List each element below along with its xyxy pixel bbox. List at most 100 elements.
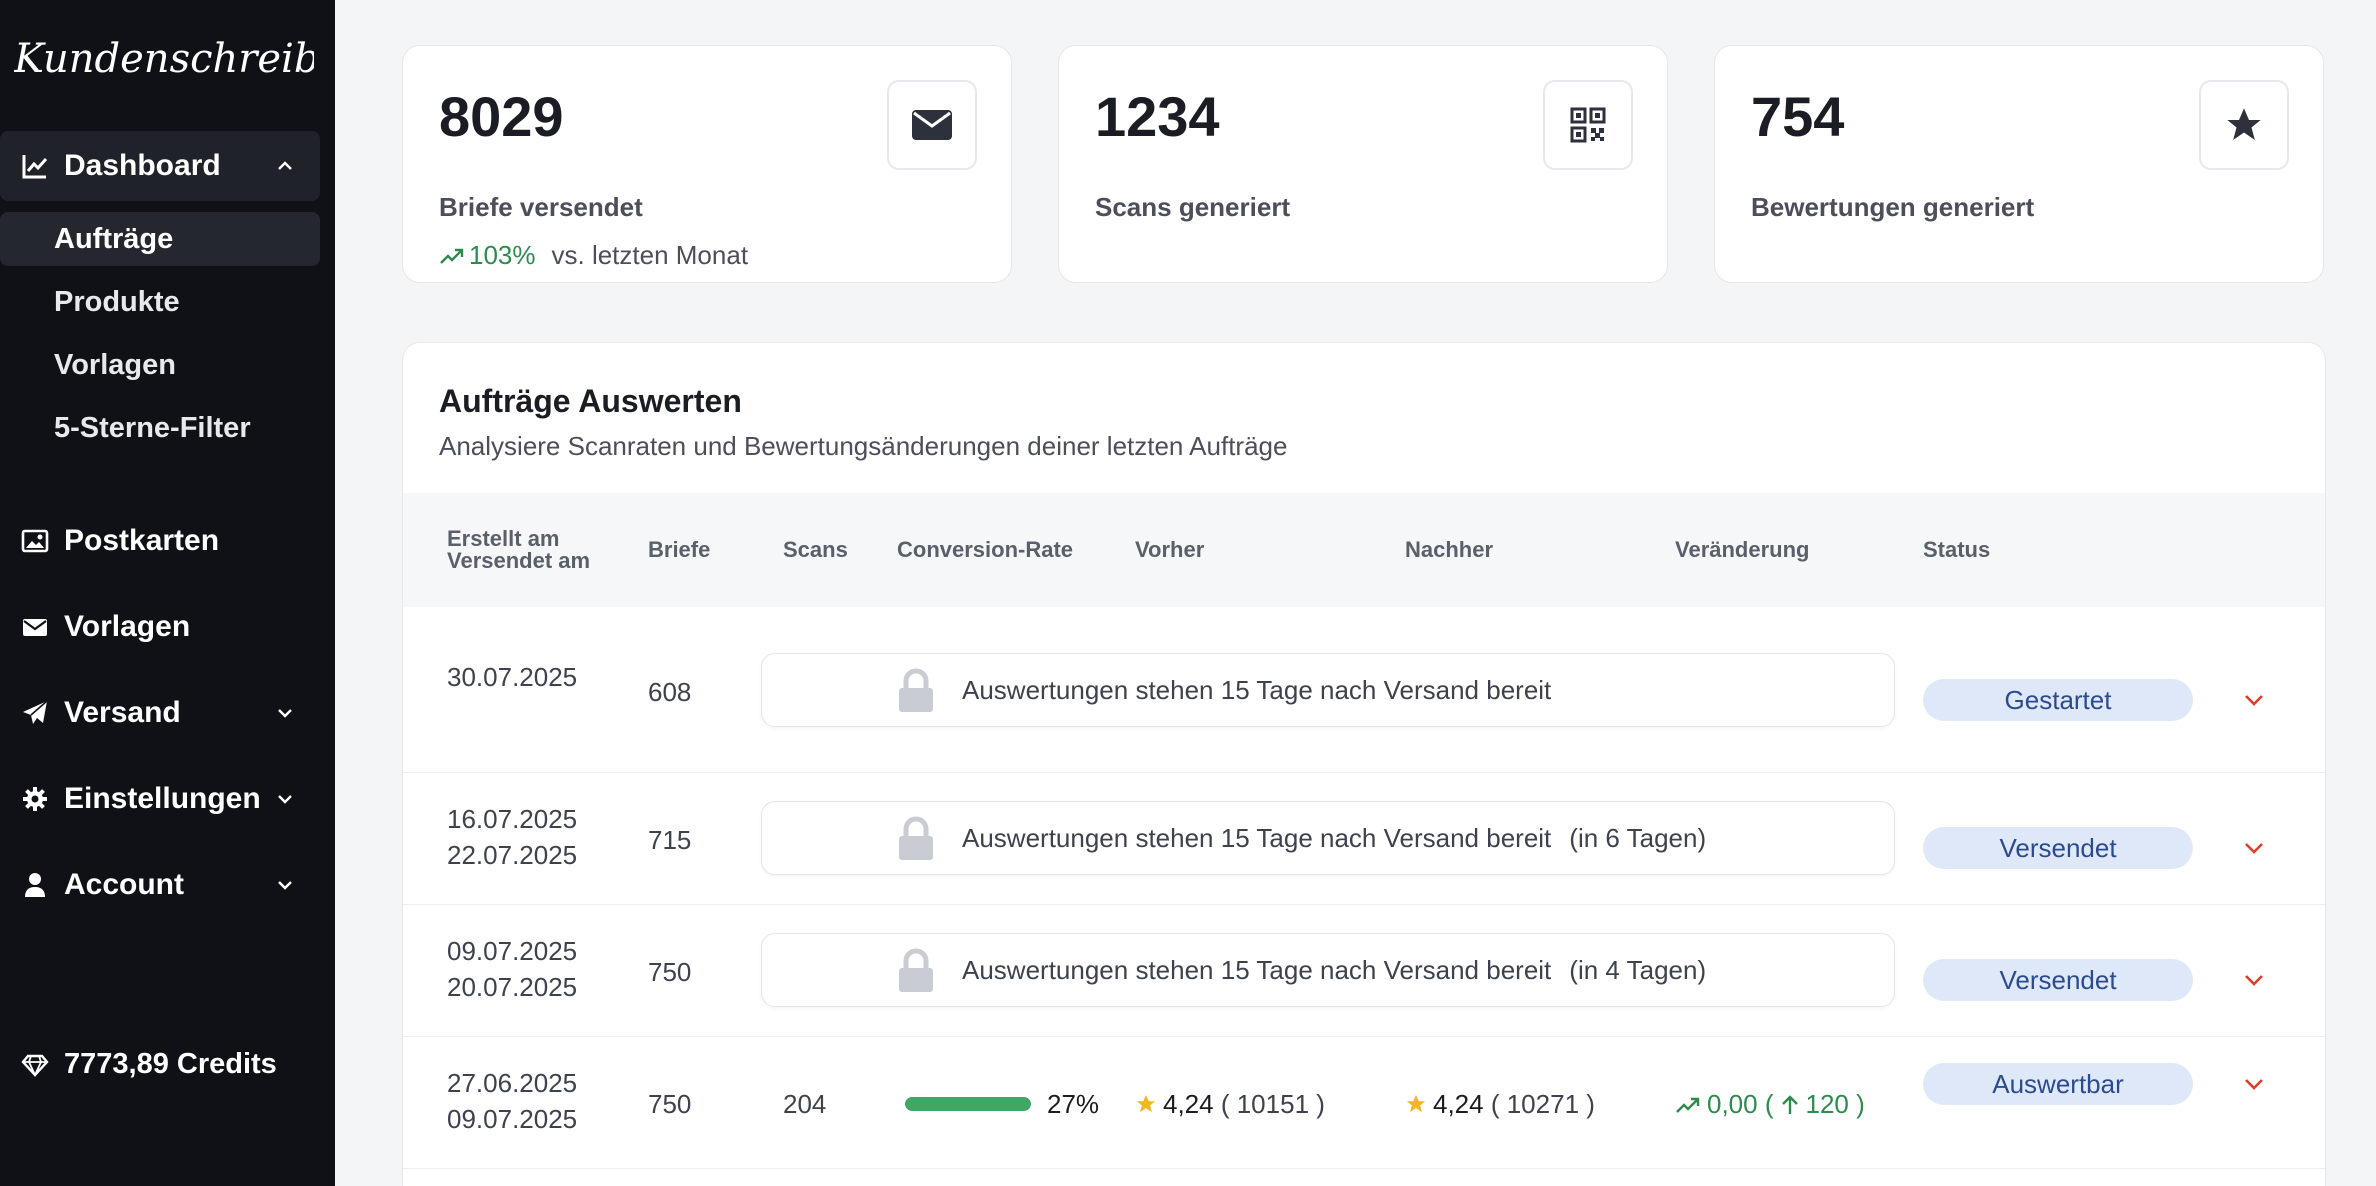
row-dates: 09.07.2025 20.07.2025: [447, 933, 577, 1005]
nav-einstellungen-label: Einstellungen: [64, 782, 261, 815]
locked-text: Auswertungen stehen 15 Tage nach Versand…: [962, 674, 1552, 705]
column-dates: Erstellt am Versendet am: [447, 493, 590, 607]
lock-icon: [899, 668, 933, 712]
column-change: Veränderung: [1675, 537, 1810, 562]
locked-evaluation: Auswertungen stehen 15 Tage nach Versand…: [761, 801, 1895, 875]
nav-dashboard[interactable]: Dashboard: [0, 131, 320, 201]
user-icon: [20, 870, 50, 900]
stat-card-scans: 1234 Scans generiert: [1058, 45, 1668, 283]
panel-subtitle: Analysiere Scanraten und Bewertungsänder…: [439, 431, 1288, 461]
sidebar-item-produkte[interactable]: Produkte: [0, 275, 320, 329]
row-letters: 715: [648, 825, 692, 855]
sidebar-item-label: Aufträge: [54, 222, 174, 255]
sidebar-item-label: 5-Sterne-Filter: [54, 411, 251, 444]
stat-label: Briefe versendet: [439, 192, 643, 222]
locked-days: (in 6 Tagen): [1569, 822, 1707, 853]
nav-vorlagen[interactable]: Vorlagen: [0, 592, 320, 662]
table-row[interactable]: 16.07.2025 22.07.2025 715 Auswertungen s…: [403, 773, 2325, 905]
envelope-icon: [20, 612, 50, 642]
image-icon: [20, 526, 50, 556]
row-sent: 20.07.2025: [447, 972, 578, 1002]
change-count: 120 ): [1805, 1089, 1865, 1119]
sidebar: Kundenschreiber! Dashboard Aufträge Prod…: [0, 0, 335, 1186]
logo[interactable]: Kundenschreiber!: [14, 28, 314, 88]
row-created: 16.07.2025: [447, 804, 578, 834]
trend-percent: 103%: [469, 240, 536, 270]
diamond-icon: [20, 1050, 50, 1080]
stat-value: 8029: [439, 85, 564, 148]
status-badge: Auswertbar: [1923, 1063, 2193, 1105]
column-created: Erstellt am: [447, 526, 560, 551]
chevron-down-icon[interactable]: [2243, 1073, 2265, 1095]
chevron-down-icon[interactable]: [2243, 689, 2265, 711]
row-created: 09.07.2025: [447, 936, 578, 966]
row-scans: 204: [783, 1089, 827, 1119]
row-dates: 16.07.2025 22.07.2025: [447, 801, 577, 873]
gear-icon: [20, 784, 50, 814]
locked-days: (in 4 Tagen): [1569, 954, 1707, 985]
before-rating: 4,24: [1163, 1089, 1214, 1119]
nav-versand[interactable]: Versand: [0, 678, 320, 748]
table-header: Erstellt am Versendet am Briefe Scans Co…: [403, 493, 2325, 607]
arrow-up-icon: [1781, 1094, 1798, 1114]
sidebar-item-vorlagen[interactable]: Vorlagen: [0, 338, 320, 392]
row-before: 4,24 ( 10151 ): [1135, 1089, 1325, 1120]
row-letters: 750: [648, 1089, 692, 1119]
nav-postkarten[interactable]: Postkarten: [0, 506, 320, 576]
row-dates: 30.07.2025: [447, 659, 577, 695]
stat-trend: 103% vs. letzten Monat: [439, 240, 748, 271]
trend-up-icon: [1676, 1097, 1700, 1113]
chevron-down-icon[interactable]: [2243, 969, 2265, 991]
status-badge: Versendet: [1923, 959, 2193, 1001]
table-row[interactable]: 27.06.2025 09.07.2025 750 204 27% 4,24 (…: [403, 1037, 2325, 1169]
status-badge: Gestartet: [1923, 679, 2193, 721]
qr-code-icon: [1543, 80, 1633, 170]
sidebar-item-auftraege[interactable]: Aufträge: [0, 212, 320, 266]
column-scans: Scans: [783, 537, 848, 562]
status-badge: Versendet: [1923, 827, 2193, 869]
sidebar-item-5-sterne-filter[interactable]: 5-Sterne-Filter: [0, 401, 320, 455]
chevron-down-icon[interactable]: [2243, 837, 2265, 859]
after-rating: 4,24: [1433, 1089, 1484, 1119]
table-row[interactable]: 09.07.2025 20.07.2025 750 Auswertungen s…: [403, 905, 2325, 1037]
envelope-icon: [887, 80, 977, 170]
row-dates: 27.06.2025 09.07.2025: [447, 1065, 577, 1137]
nav-einstellungen[interactable]: Einstellungen: [0, 764, 320, 834]
stat-card-bewertungen: 754 Bewertungen generiert: [1714, 45, 2324, 283]
row-sent: 09.07.2025: [447, 1104, 578, 1134]
row-created: 27.06.2025: [447, 1068, 578, 1098]
credits-display[interactable]: 7773,89 Credits: [20, 1048, 277, 1081]
column-before: Vorher: [1135, 537, 1205, 562]
chart-line-icon: [20, 151, 50, 181]
column-letters: Briefe: [648, 537, 711, 562]
column-after: Nachher: [1405, 537, 1494, 562]
stat-label: Bewertungen generiert: [1751, 192, 2035, 222]
locked-text: Auswertungen stehen 15 Tage nach Versand…: [962, 954, 1707, 985]
nav-account-label: Account: [64, 868, 184, 901]
row-letters: 608: [648, 677, 692, 707]
table-row[interactable]: 30.07.2025 608 Auswertungen stehen 15 Ta…: [403, 607, 2325, 773]
row-after: 4,24 ( 10271 ): [1405, 1089, 1595, 1120]
column-status: Status: [1923, 537, 1991, 562]
row-sent: 22.07.2025: [447, 840, 578, 870]
lock-icon: [899, 948, 933, 992]
stat-label: Scans generiert: [1095, 192, 1291, 222]
nav-account[interactable]: Account: [0, 850, 320, 920]
star-icon: [1406, 1094, 1426, 1113]
sidebar-item-label: Produkte: [54, 285, 180, 318]
after-count: ( 10271 ): [1490, 1089, 1595, 1119]
nav-dashboard-label: Dashboard: [64, 149, 221, 182]
row-change: 0,00 ( 120 ): [1675, 1089, 1865, 1120]
locked-evaluation: Auswertungen stehen 15 Tage nach Versand…: [761, 933, 1895, 1007]
chevron-up-icon: [278, 161, 292, 170]
change-rating: 0,00 (: [1707, 1089, 1774, 1119]
star-icon: [2199, 80, 2289, 170]
stat-card-briefe: 8029 Briefe versendet 103% vs. letzten M…: [402, 45, 1012, 283]
column-conversion: Conversion-Rate: [897, 537, 1074, 562]
paper-plane-icon: [20, 698, 50, 728]
chevron-down-icon: [278, 795, 292, 804]
svg-text:Kundenschreiber!: Kundenschreiber!: [14, 36, 314, 82]
lock-icon: [899, 816, 933, 860]
chevron-down-icon: [278, 709, 292, 718]
nav-vorlagen-label: Vorlagen: [64, 610, 191, 643]
